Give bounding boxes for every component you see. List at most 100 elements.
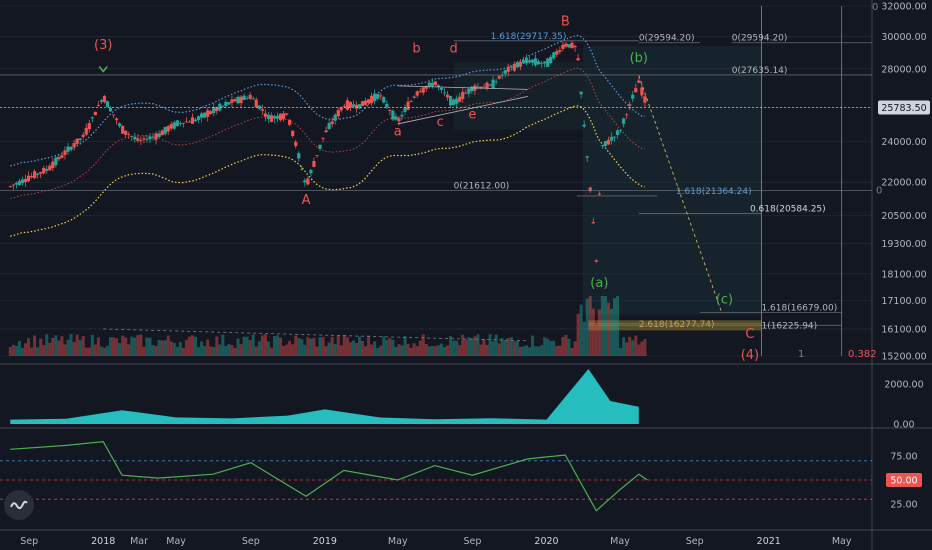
candle-body [379,95,383,97]
candle-body [452,99,456,106]
candle-body [409,101,413,102]
volume-bar [361,340,365,356]
volume-bar [145,337,149,356]
candle-body [348,102,352,108]
volume-bar [443,347,447,356]
peak-marker-icon [98,65,108,73]
candle-body [558,50,562,52]
candle-body [105,101,110,108]
candle-body [66,146,70,152]
volume-bar [121,335,125,356]
tradingview-logo[interactable] [4,490,34,520]
candle-body [503,70,507,74]
candle-body [370,95,374,104]
volume-bar [17,340,21,356]
time-axis-label: 2021 [757,536,781,547]
volume-bar [218,344,222,356]
time-axis-label: Sep [20,536,38,547]
volume-bar [500,338,504,356]
volume-bar [512,341,516,356]
candle-body [573,45,577,48]
candle-body [281,113,286,120]
candle-body [17,180,22,185]
wave-label: (4) [741,348,759,363]
volume-bar [430,345,434,356]
volume-bar [197,347,201,356]
volume-bar [148,337,152,356]
candle-body [212,107,216,114]
candle-body [69,146,73,150]
wave-label: (a) [590,276,608,291]
candle-body [242,95,246,101]
candle-body [357,104,362,109]
volume-bar [99,346,103,356]
candle-body [430,82,434,87]
rsi-axis-label: 75.00 [890,452,917,463]
volume-bar [288,340,292,356]
candle-body [209,111,213,115]
volume-bar [391,339,395,356]
candle-body [336,110,340,117]
volume-bar [418,340,422,356]
candle-body [461,91,465,100]
candle-body [200,113,204,118]
candle-body [363,100,368,105]
volume-bar [588,296,592,356]
candle-body [108,107,113,112]
candle-body [166,126,170,132]
volume-bar [631,340,635,356]
candle-body [306,178,310,185]
volume-bar [194,336,198,356]
price-axis-label: 15200.00 [881,352,926,363]
volume-bar [446,345,450,356]
candle-body [260,109,264,111]
candle-body [424,86,428,89]
volume-bar [388,338,392,356]
wave-label: C [745,327,754,342]
candle-body [330,121,334,125]
candle-body [345,100,349,110]
candle-body [327,123,331,130]
candle-body [102,96,107,103]
volume-bar [154,345,158,356]
volume-bar [336,335,340,356]
candle-body [576,58,580,61]
candle-body [497,76,501,79]
candle-body [227,102,231,105]
volume-area [10,369,639,424]
candle-body [555,51,559,55]
candle-body [549,56,553,64]
volume-bar [115,338,119,356]
volume-bar [160,340,164,356]
volume-bar [48,342,52,356]
candle-body [130,136,134,137]
volume-bar [169,341,173,356]
volume-bar [157,339,161,356]
candle-body [36,173,40,175]
volume-bar [534,346,538,356]
candle-body [458,96,462,102]
candle-body [643,96,647,103]
time-axis-label: Sep [463,536,481,547]
volume-bar [20,347,24,356]
volume-bar [178,342,182,356]
volume-bar [11,344,15,356]
volume-bar [439,343,443,356]
volume-trend-line [103,328,528,342]
volume-bar [643,339,647,356]
volume-bar [619,347,623,356]
volume-bar [616,296,620,356]
volume-bar [367,335,371,356]
volume-bar [136,335,140,356]
candle-body [491,79,495,89]
candle-body [342,106,346,107]
candle-body [376,93,380,99]
volume-bar [184,339,188,356]
candle-body [172,122,176,129]
volume-bar [227,343,231,356]
volume-bar [14,345,18,356]
volume-bar [464,339,468,356]
price-axis-label: 16100.00 [881,324,926,335]
candle-body [178,123,182,125]
